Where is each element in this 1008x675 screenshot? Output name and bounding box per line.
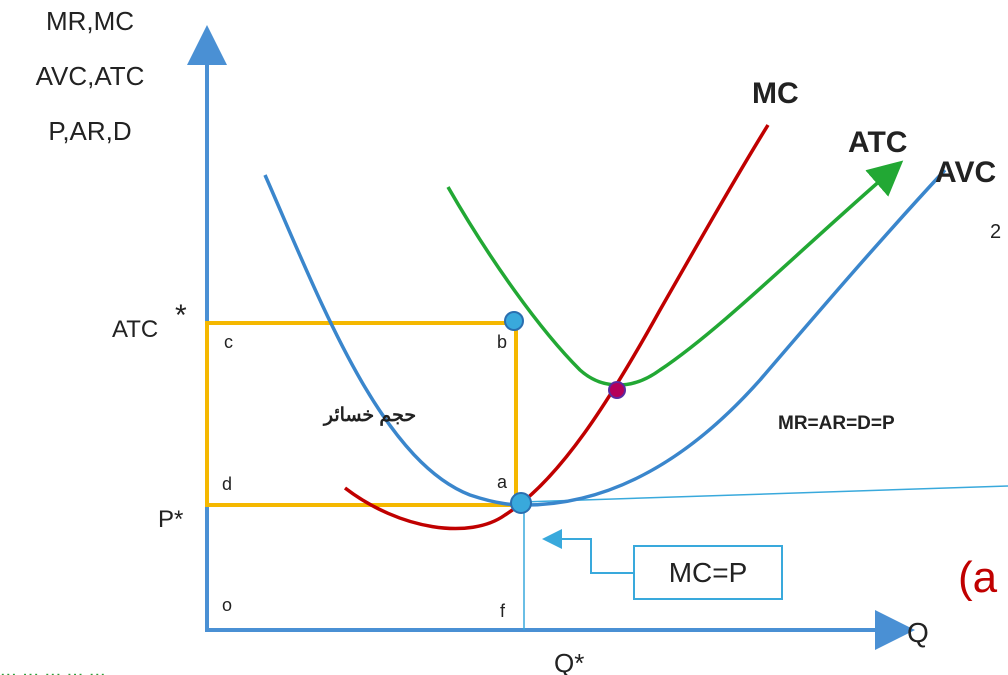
point-f-label: f xyxy=(500,601,506,621)
mc-curve xyxy=(343,124,770,531)
avc-curve-label: AVC xyxy=(935,156,996,189)
y-axis-label-line3: P,AR,D xyxy=(48,116,131,146)
demand-line-label: MR=AR=D=P xyxy=(778,413,895,434)
corner-char: 2 xyxy=(990,221,1001,243)
mc-equals-p-label: MC=P xyxy=(669,557,748,588)
point-o-label: o xyxy=(222,595,232,615)
atc-star-asterisk: * xyxy=(175,299,187,332)
bottom-caption: ... ... ... ... ... xyxy=(0,659,106,675)
loss-rectangle xyxy=(205,321,518,507)
mc-p-arrow xyxy=(542,529,634,574)
atc-curve-label: ATC xyxy=(848,126,907,159)
mc-atc-min-dot xyxy=(608,381,626,399)
y-axis-label-line2: AVC,ATC xyxy=(36,61,145,91)
point-b-label: b xyxy=(497,332,507,352)
q-star-tick: Q* xyxy=(554,648,584,675)
p-star-tick: P* xyxy=(158,506,183,533)
y-axis-label-line1: MR,MC xyxy=(46,6,134,36)
point-d-label: d xyxy=(222,474,232,494)
blue-u-curve xyxy=(263,174,526,507)
point-a-dot xyxy=(510,492,532,514)
point-a-label: a xyxy=(497,472,508,492)
avc-curve xyxy=(524,168,947,507)
point-b-dot xyxy=(504,311,524,331)
mc-equals-p-box xyxy=(633,545,783,600)
x-axis-label: Q xyxy=(907,617,929,648)
mc-curve-label: MC xyxy=(752,77,799,110)
point-c-label: c xyxy=(224,332,233,352)
panel-label: (a xyxy=(958,553,998,602)
loss-area-label: حجم خسائر xyxy=(322,405,416,426)
demand-line xyxy=(521,485,1008,503)
atc-curve xyxy=(446,160,904,387)
atc-star-tick: ATC xyxy=(112,316,158,343)
